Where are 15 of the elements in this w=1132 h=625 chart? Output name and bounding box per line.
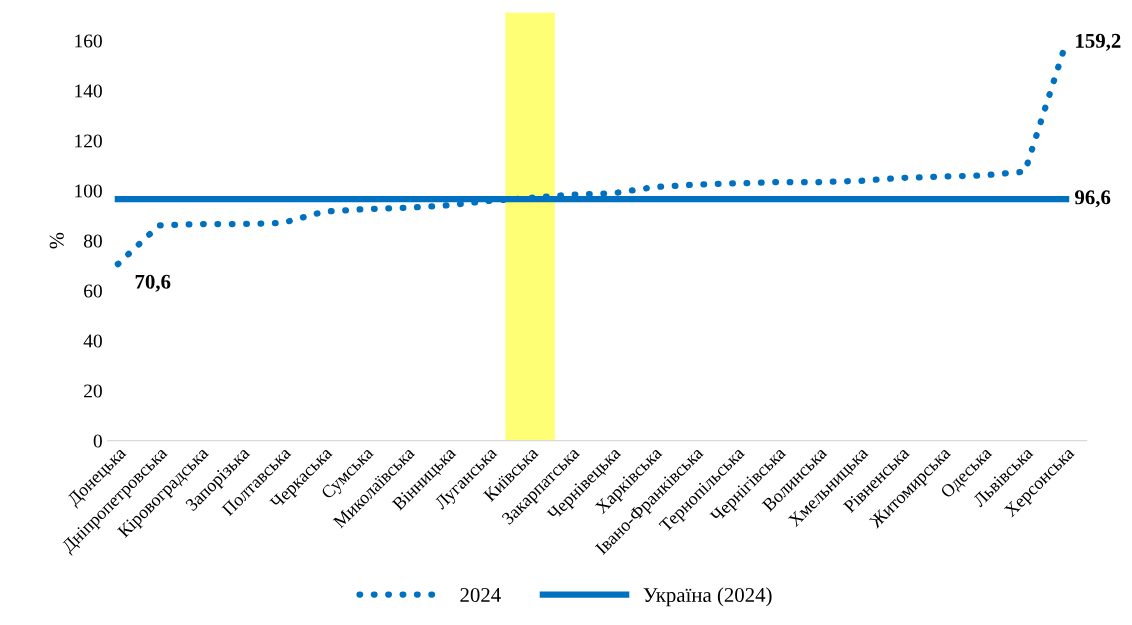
legend-label: 2024 [460, 587, 501, 603]
y-tick-label: 100 [75, 184, 102, 198]
legend-label: Україна (2024) [643, 587, 772, 607]
data-label: 159,2 [1076, 33, 1121, 51]
y-tick-label: 140 [75, 84, 102, 98]
y-tick-label: 0 [93, 434, 102, 448]
y-tick-label: 160 [75, 34, 102, 48]
y-tick-label: 20 [84, 384, 102, 398]
y-tick-label: 60 [84, 284, 102, 298]
y-tick-label: 120 [75, 134, 102, 148]
y-tick-label: 80 [83, 234, 102, 248]
data-label: 96,6 [1075, 190, 1111, 208]
y-tick-label: 40 [83, 334, 102, 348]
data-label: 70,6 [135, 274, 171, 292]
y-axis-title: % [49, 232, 64, 249]
